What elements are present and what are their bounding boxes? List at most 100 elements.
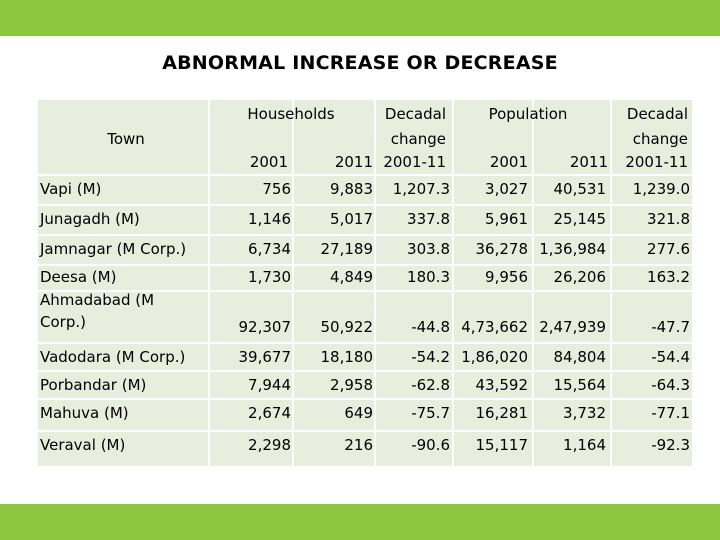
table-cell-pop2011: 2,47,939 [539, 318, 606, 336]
table-cell-hhchg: -62.8 [411, 376, 450, 394]
table-cell-bg [534, 344, 610, 370]
table-cell-hhchg: -90.6 [411, 436, 450, 454]
table-cell-bg [534, 400, 610, 430]
header-town: Town [107, 130, 145, 148]
table-cell-bg [534, 432, 610, 466]
table-cell-bg [534, 292, 610, 342]
table-cell-pop2001: 3,027 [485, 180, 528, 198]
table-cell-bg [612, 344, 692, 370]
table-cell-bg [210, 344, 292, 370]
town-name: Veraval (M) [40, 436, 126, 454]
table-cell-bg [454, 266, 532, 290]
table-cell-popchg: -77.1 [651, 404, 690, 422]
table-cell-bg [454, 206, 532, 234]
table-cell-bg [210, 266, 292, 290]
table-cell-bg [534, 236, 610, 264]
table-cell-bg [210, 372, 292, 398]
table-cell-bg [454, 344, 532, 370]
town-name: Junagadh (M) [40, 210, 140, 228]
table-cell-bg [376, 432, 452, 466]
table-cell-bg [376, 372, 452, 398]
table-cell-bg [294, 432, 374, 466]
header-pop-decadal-2: change [632, 130, 688, 148]
header-population: Population [488, 105, 568, 123]
table-cell-bg [38, 206, 208, 234]
table-cell-pop2001: 5,961 [485, 210, 528, 228]
table-cell-pop2001: 16,281 [475, 404, 529, 422]
table-cell-bg [294, 400, 374, 430]
table-cell-bg [294, 344, 374, 370]
table-cell-bg [38, 372, 208, 398]
table-cell-pop2011: 1,36,984 [539, 240, 606, 258]
town-name: Vapi (M) [40, 180, 102, 198]
table-cell-bg [612, 400, 692, 430]
table-cell-bg [454, 292, 532, 342]
table-cell-popchg: 163.2 [647, 268, 690, 286]
table-cell-bg [38, 432, 208, 466]
header-hh-decadal-2: change [390, 130, 446, 148]
table-cell-bg [612, 292, 692, 342]
table-cell-bg [210, 400, 292, 430]
table-cell-bg [294, 372, 374, 398]
table-cell-hhchg: -44.8 [411, 318, 450, 336]
table-cell-pop2011: 1,164 [563, 436, 606, 454]
table-cell-popchg: 1,239.0 [632, 180, 690, 198]
town-name: Ahmadabad (M [40, 291, 155, 309]
table-cell-hh2001: 2,674 [248, 404, 291, 422]
table-cell-bg [38, 266, 208, 290]
town-name: Porbandar (M) [40, 376, 147, 394]
table-cell-hh2011: 5,017 [330, 210, 373, 228]
town-name: Mahuva (M) [40, 404, 129, 422]
table-cell-hhchg: -54.2 [411, 348, 450, 366]
table-cell-bg [38, 400, 208, 430]
table-cell-pop2001: 43,592 [475, 376, 529, 394]
table-cell-pop2011: 25,145 [553, 210, 607, 228]
header-households: Households [247, 105, 335, 123]
table-cell-hh2001: 1,146 [248, 210, 291, 228]
table-cell-pop2001: 9,956 [485, 268, 528, 286]
table-cell-hh2001: 39,677 [238, 348, 292, 366]
header-pop-decadal-3: 2001-11 [625, 153, 688, 171]
table-cell-bg [612, 432, 692, 466]
table-cell-bg [376, 266, 452, 290]
town-name: Deesa (M) [40, 268, 117, 286]
table-cell-bg [294, 206, 374, 234]
table-cell-bg [38, 344, 208, 370]
table-cell-bg [534, 100, 610, 174]
table-cell-hhchg: 337.8 [407, 210, 450, 228]
table-cell-bg [376, 176, 452, 204]
table-cell-bg [454, 176, 532, 204]
header-hh-2011: 2011 [334, 153, 373, 171]
table-cell-popchg: -47.7 [651, 318, 690, 336]
table-cell-hh2001: 2,298 [248, 436, 291, 454]
table-cell-pop2001: 36,278 [475, 240, 529, 258]
page-title: ABNORMAL INCREASE OR DECREASE [162, 52, 558, 74]
table-cell-bg [454, 400, 532, 430]
header-hh-decadal-1: Decadal [384, 105, 446, 123]
table-cell-bg [294, 266, 374, 290]
table-cell-bg [294, 292, 374, 342]
table-cell-bg [612, 206, 692, 234]
table-cell-hh2011: 50,922 [320, 318, 374, 336]
table-cell-pop2011: 26,206 [553, 268, 607, 286]
table-cell-hhchg: 1,207.3 [392, 180, 450, 198]
table-cell-bg [454, 432, 532, 466]
table-cell-bg [210, 176, 292, 204]
table-cell-pop2011: 15,564 [553, 376, 607, 394]
table-cell-pop2001: 1,86,020 [461, 348, 528, 366]
table-cell-bg [38, 100, 208, 174]
table-cell-bg [376, 400, 452, 430]
table-cell-bg [454, 100, 532, 174]
table-cell-pop2011: 3,732 [563, 404, 606, 422]
table-cell-hhchg: 303.8 [407, 240, 450, 258]
table-cell-bg [534, 206, 610, 234]
table-cell-popchg: 277.6 [647, 240, 690, 258]
table-cell-popchg: -92.3 [651, 436, 690, 454]
table-cell-popchg: 321.8 [647, 210, 690, 228]
table-cell-hh2001: 92,307 [238, 318, 292, 336]
table-cell-bg [534, 372, 610, 398]
table-cell-hh2011: 216 [344, 436, 373, 454]
town-name: Jamnagar (M Corp.) [40, 240, 187, 258]
table-cell-bg [294, 100, 374, 174]
table-cell-bg [534, 266, 610, 290]
